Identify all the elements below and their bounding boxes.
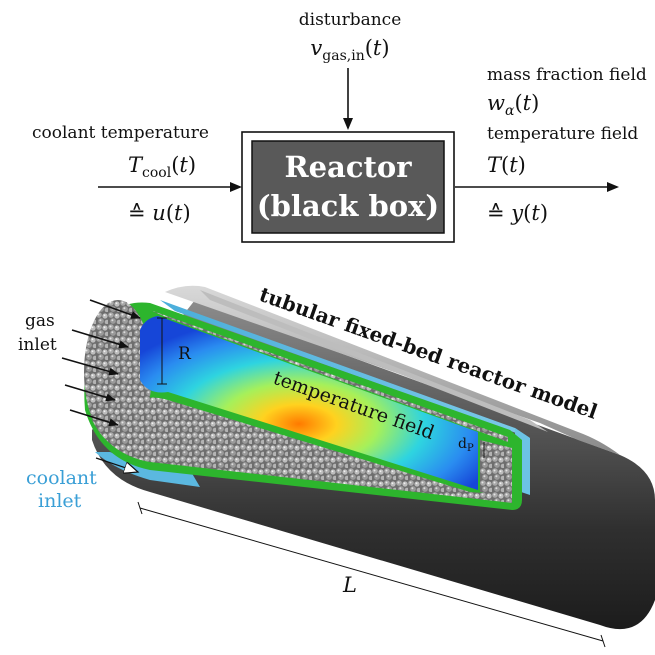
- input-equiv: ≙ u(t): [128, 201, 191, 225]
- coolant-inlet-label-line2: inlet: [38, 490, 82, 512]
- reactor-model: R dP temperature field tubular fixed-bed…: [18, 282, 655, 648]
- coolant-inlet-label-line1: coolant: [26, 467, 97, 489]
- input-label: coolant temperature: [32, 123, 209, 143]
- pebble-bed-top: [150, 310, 508, 442]
- output-math-temperature: T(t): [487, 153, 526, 177]
- block-diagram: disturbance vgas,in(t) Reactor (black bo…: [32, 10, 647, 243]
- length-label: L: [342, 573, 357, 597]
- box-subtitle: (black box): [257, 189, 439, 223]
- radius-label: R: [178, 344, 192, 364]
- output-label-temperature: temperature field: [487, 124, 638, 144]
- length-dimension-line: [139, 507, 604, 642]
- reactor-black-box: [251, 140, 445, 234]
- temperature-field-plane: [140, 316, 478, 490]
- coolant-jacket-top: [160, 300, 530, 438]
- input-math: Tcool(t): [128, 153, 196, 181]
- pebble-bed-lower: [92, 397, 512, 503]
- gas-inlet-arrows: [61, 299, 141, 427]
- output-equiv: ≙ y(t): [487, 201, 548, 225]
- output-label-mass: mass fraction field: [487, 65, 647, 85]
- disturbance-math: vgas,in(t): [310, 36, 389, 64]
- gas-inlet-label-line2: inlet: [18, 335, 57, 355]
- box-title: Reactor: [284, 150, 412, 184]
- shell-cut-top: [200, 290, 548, 432]
- pebble-bed-right: [480, 440, 512, 500]
- gas-inlet-label-line1: gas: [25, 311, 55, 331]
- coolant-inlet-arrow: [95, 457, 138, 472]
- output-math-mass: wα(t): [487, 91, 539, 119]
- disturbance-label: disturbance: [299, 10, 402, 30]
- coolant-inlet-band: [95, 452, 200, 487]
